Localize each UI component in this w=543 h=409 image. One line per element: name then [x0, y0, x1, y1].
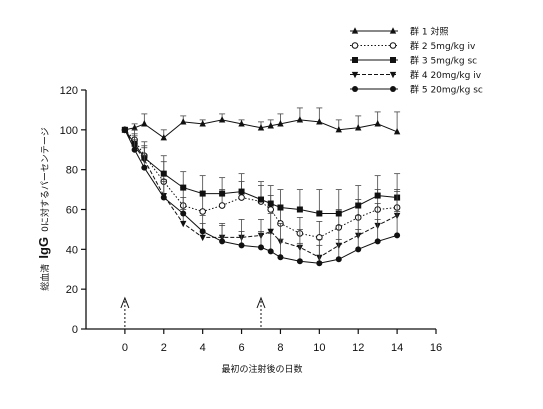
data-point	[390, 86, 396, 92]
data-point	[200, 228, 206, 234]
legend-label: 群 2 5mg/kg iv	[410, 40, 476, 52]
data-point	[375, 193, 381, 199]
data-point	[390, 27, 396, 33]
y-axis-label: 総血清 IgG 0に対するパーセンテージ	[33, 127, 52, 290]
data-point	[141, 165, 147, 171]
x-tick-label: 4	[200, 342, 206, 354]
x-tick-label: 6	[238, 342, 244, 354]
data-point	[239, 242, 245, 248]
data-point	[161, 171, 167, 177]
data-point	[199, 235, 205, 241]
data-point	[239, 195, 245, 201]
data-point	[219, 203, 225, 209]
legend-item: 群 5 20mg/kg sc	[350, 84, 483, 96]
data-point	[219, 191, 225, 197]
data-point	[277, 254, 283, 260]
legend-item: 群 3 5mg/kg sc	[350, 55, 477, 67]
plot-area	[121, 108, 400, 327]
data-point	[352, 57, 358, 63]
x-tick-label: 0	[122, 342, 128, 354]
data-point	[336, 210, 342, 216]
data-point	[268, 201, 274, 207]
data-point	[316, 260, 322, 266]
data-point	[258, 244, 264, 250]
data-point	[180, 185, 186, 191]
data-point	[390, 57, 396, 63]
x-tick-label: 14	[391, 342, 403, 354]
data-point	[180, 210, 186, 216]
y-axis-label-prefix: 総血清	[39, 264, 51, 291]
data-point	[352, 86, 358, 92]
data-point	[352, 43, 358, 49]
legend-label: 群 1 対照	[410, 26, 448, 38]
legend-label: 群 4 20mg/kg iv	[410, 69, 482, 81]
legend-label: 群 5 20mg/kg sc	[410, 84, 483, 96]
x-axis-label: 最初の注射後の日数	[221, 363, 302, 375]
injection-arrow	[257, 298, 265, 327]
data-point	[352, 72, 358, 78]
x-tick-label: 2	[161, 342, 167, 354]
x-tick-label: 8	[277, 342, 283, 354]
data-point	[394, 232, 400, 238]
data-point	[268, 248, 274, 254]
x-tick-label: 10	[313, 342, 325, 354]
data-point	[219, 238, 225, 244]
y-tick-label: 20	[66, 284, 78, 296]
data-point	[180, 221, 186, 227]
legend-item: 群 1 対照	[350, 26, 448, 38]
data-point	[390, 43, 396, 49]
x-tick-label: 16	[430, 342, 442, 354]
data-point	[161, 195, 167, 201]
data-point	[297, 207, 303, 213]
data-point	[132, 147, 138, 153]
data-point	[336, 256, 342, 262]
y-tick-label: 120	[60, 85, 78, 97]
y-tick-label: 40	[66, 244, 78, 256]
data-point	[268, 207, 274, 213]
data-point	[355, 246, 361, 252]
data-point	[239, 189, 245, 195]
data-point	[258, 197, 264, 203]
y-tick-label: 80	[66, 165, 78, 177]
y-tick-label: 60	[66, 205, 78, 217]
legend-item: 群 4 20mg/kg iv	[350, 69, 482, 81]
data-point	[219, 116, 225, 122]
data-point	[141, 120, 147, 126]
legend-label: 群 3 5mg/kg sc	[410, 55, 477, 67]
data-point	[355, 203, 361, 209]
data-point	[352, 27, 358, 33]
legend-item: 群 2 5mg/kg iv	[350, 40, 476, 52]
x-tick-label: 12	[352, 342, 364, 354]
data-point	[390, 72, 396, 78]
data-point	[297, 116, 303, 122]
legend: 群 1 対照群 2 5mg/kg iv 群 3 5mg/kg sc 群 4 20mg…	[350, 26, 483, 96]
y-axis-label-main: IgG	[36, 237, 51, 259]
injection-arrow	[121, 298, 129, 327]
data-point	[316, 210, 322, 216]
data-point	[277, 205, 283, 211]
series-1	[122, 108, 401, 140]
data-point	[122, 127, 128, 133]
data-point	[297, 258, 303, 264]
data-point	[200, 209, 206, 215]
data-point	[375, 238, 381, 244]
y-axis-label-suffix: 0に対するパーセンテージ	[39, 127, 51, 232]
data-point	[180, 118, 186, 124]
data-point	[200, 191, 206, 197]
y-tick-label: 100	[60, 125, 78, 137]
data-point	[161, 134, 167, 140]
y-tick-label: 0	[72, 324, 78, 336]
data-point	[374, 120, 380, 126]
